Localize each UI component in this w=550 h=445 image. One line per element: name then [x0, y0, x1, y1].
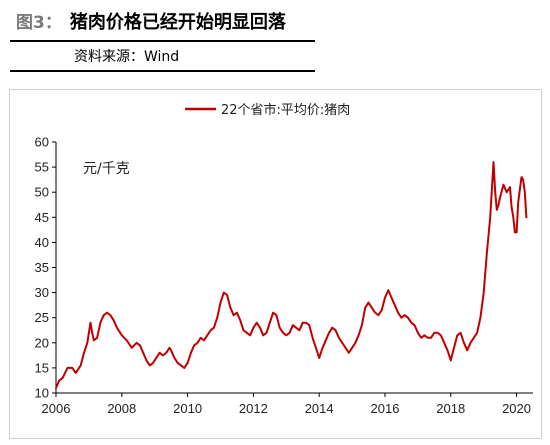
axes [52, 141, 533, 397]
figure-label: 图3： [16, 13, 62, 33]
y-tick-label: 45 [35, 210, 49, 225]
title-divider [10, 40, 315, 42]
y-tick-label: 20 [35, 335, 49, 350]
source-divider [10, 70, 315, 72]
x-tick-label: 2016 [371, 401, 400, 416]
source-label: 资料来源：Wind [74, 49, 180, 65]
title-row: 图3： 猪肉价格已经开始明显回落 [10, 8, 315, 38]
y-tick-label: 60 [35, 135, 49, 150]
y-tick-label: 15 [35, 360, 49, 375]
series-layer [55, 161, 528, 389]
legend-label: 22个省市:平均价:猪肉 [221, 102, 350, 118]
y-tick-label: 35 [35, 260, 49, 275]
x-tick-label: 2008 [107, 401, 136, 416]
unit-label: 元/千克 [83, 161, 130, 177]
x-tick-label: 2018 [436, 401, 465, 416]
x-tick-label: 2020 [502, 401, 531, 416]
y-tick-label: 30 [35, 285, 49, 300]
chart-frame: 10 15 20 25 30 35 40 45 50 55 60 2006 2008 2010 2012 20… [9, 89, 542, 439]
series-line-pork-price [55, 161, 528, 389]
x-tick-label: 2012 [239, 401, 268, 416]
line-chart: 10 15 20 25 30 35 40 45 50 55 60 2006 2008 2010 2012 20… [35, 102, 533, 417]
figure-header: 图3： 猪肉价格已经开始明显回落 资料来源：Wind [10, 8, 315, 72]
y-tick-label: 55 [35, 160, 49, 175]
legend: 22个省市:平均价:猪肉 [185, 102, 350, 118]
y-tick-label: 40 [35, 235, 49, 250]
y-tick-label: 10 [35, 386, 49, 401]
x-tick-label: 2010 [173, 401, 202, 416]
x-tick-label: 2014 [305, 401, 334, 416]
figure-title: 猪肉价格已经开始明显回落 [69, 12, 286, 33]
tick-labels: 10 15 20 25 30 35 40 45 50 55 60 2006 2008 2010 2012 20… [35, 135, 531, 417]
x-tick-label: 2006 [42, 401, 71, 416]
y-tick-label: 50 [35, 185, 49, 200]
y-tick-label: 25 [35, 310, 49, 325]
